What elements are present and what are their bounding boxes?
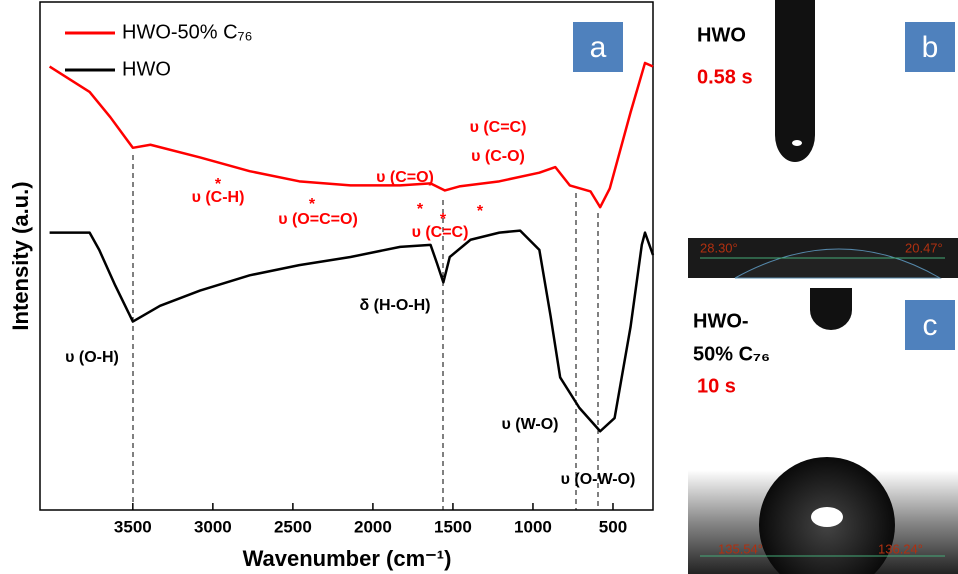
droplet-needle (775, 0, 815, 162)
panel-badge (573, 22, 623, 72)
x-tick-label: 500 (599, 517, 627, 536)
annotation: δ (H-O-H) (359, 297, 430, 314)
y-axis-title: Intensity (a.u.) (8, 181, 33, 330)
sample-name: 50% C₇₆ (693, 343, 770, 365)
annotation: * (477, 203, 484, 220)
peak-markers (132, 155, 599, 510)
panel-badge (905, 22, 955, 72)
contact-angle: 20.47° (905, 240, 943, 255)
x-axis-title: Wavenumber (cm⁻¹) (243, 546, 452, 571)
annotation: υ (W-O) (502, 416, 559, 433)
annotation: υ (C-O) (471, 148, 525, 165)
contact-angle: 28.30° (700, 240, 738, 255)
panel-b (688, 0, 958, 280)
plot-frame (39, 1, 654, 511)
legend-label: HWO-50% C₇₆ (122, 21, 253, 43)
series-line (49, 229, 655, 433)
annotation: υ (C=C) (412, 224, 469, 241)
panel-badge (905, 300, 955, 350)
annotation: * (215, 176, 222, 193)
contact-angle: 136.24° (878, 541, 923, 556)
panel-letter: c (923, 309, 938, 342)
sample-name: HWO (697, 24, 746, 46)
annotation: * (417, 201, 424, 218)
annotation: * (309, 196, 316, 213)
annotation: * (440, 211, 447, 228)
contact-angle: 135.54° (718, 541, 763, 556)
sample-name: HWO- (693, 310, 749, 332)
annotation: υ (C=C) (470, 119, 527, 136)
panel-letter: a (590, 31, 607, 64)
x-tick-label: 2500 (274, 517, 312, 536)
x-tick-label: 1500 (434, 517, 472, 536)
x-tick-label: 1000 (514, 517, 552, 536)
legend-label: HWO (122, 58, 171, 80)
panel-letter: b (922, 31, 939, 64)
needle (810, 288, 852, 330)
time-label: 10 s (697, 375, 736, 397)
spread-drop (734, 248, 942, 279)
annotation: υ (C-H) (192, 189, 245, 206)
x-tick-label: 3500 (114, 517, 152, 536)
time-label: 0.58 s (697, 66, 753, 88)
x-tick-label: 3000 (194, 517, 232, 536)
annotation: υ (O=C=O) (278, 211, 358, 228)
annotation: υ (C=O) (376, 169, 434, 186)
panel-c (688, 288, 958, 574)
highlight (811, 507, 843, 527)
ftir-plot: Wavenumber (cm⁻¹) Intensity (a.u.) a (8, 1, 654, 571)
x-tick-label: 2000 (354, 517, 392, 536)
annotation: υ (O-H) (65, 349, 119, 366)
annotation: υ (O-W-O) (561, 471, 636, 488)
highlight (792, 140, 802, 146)
series-line (48, 61, 654, 209)
